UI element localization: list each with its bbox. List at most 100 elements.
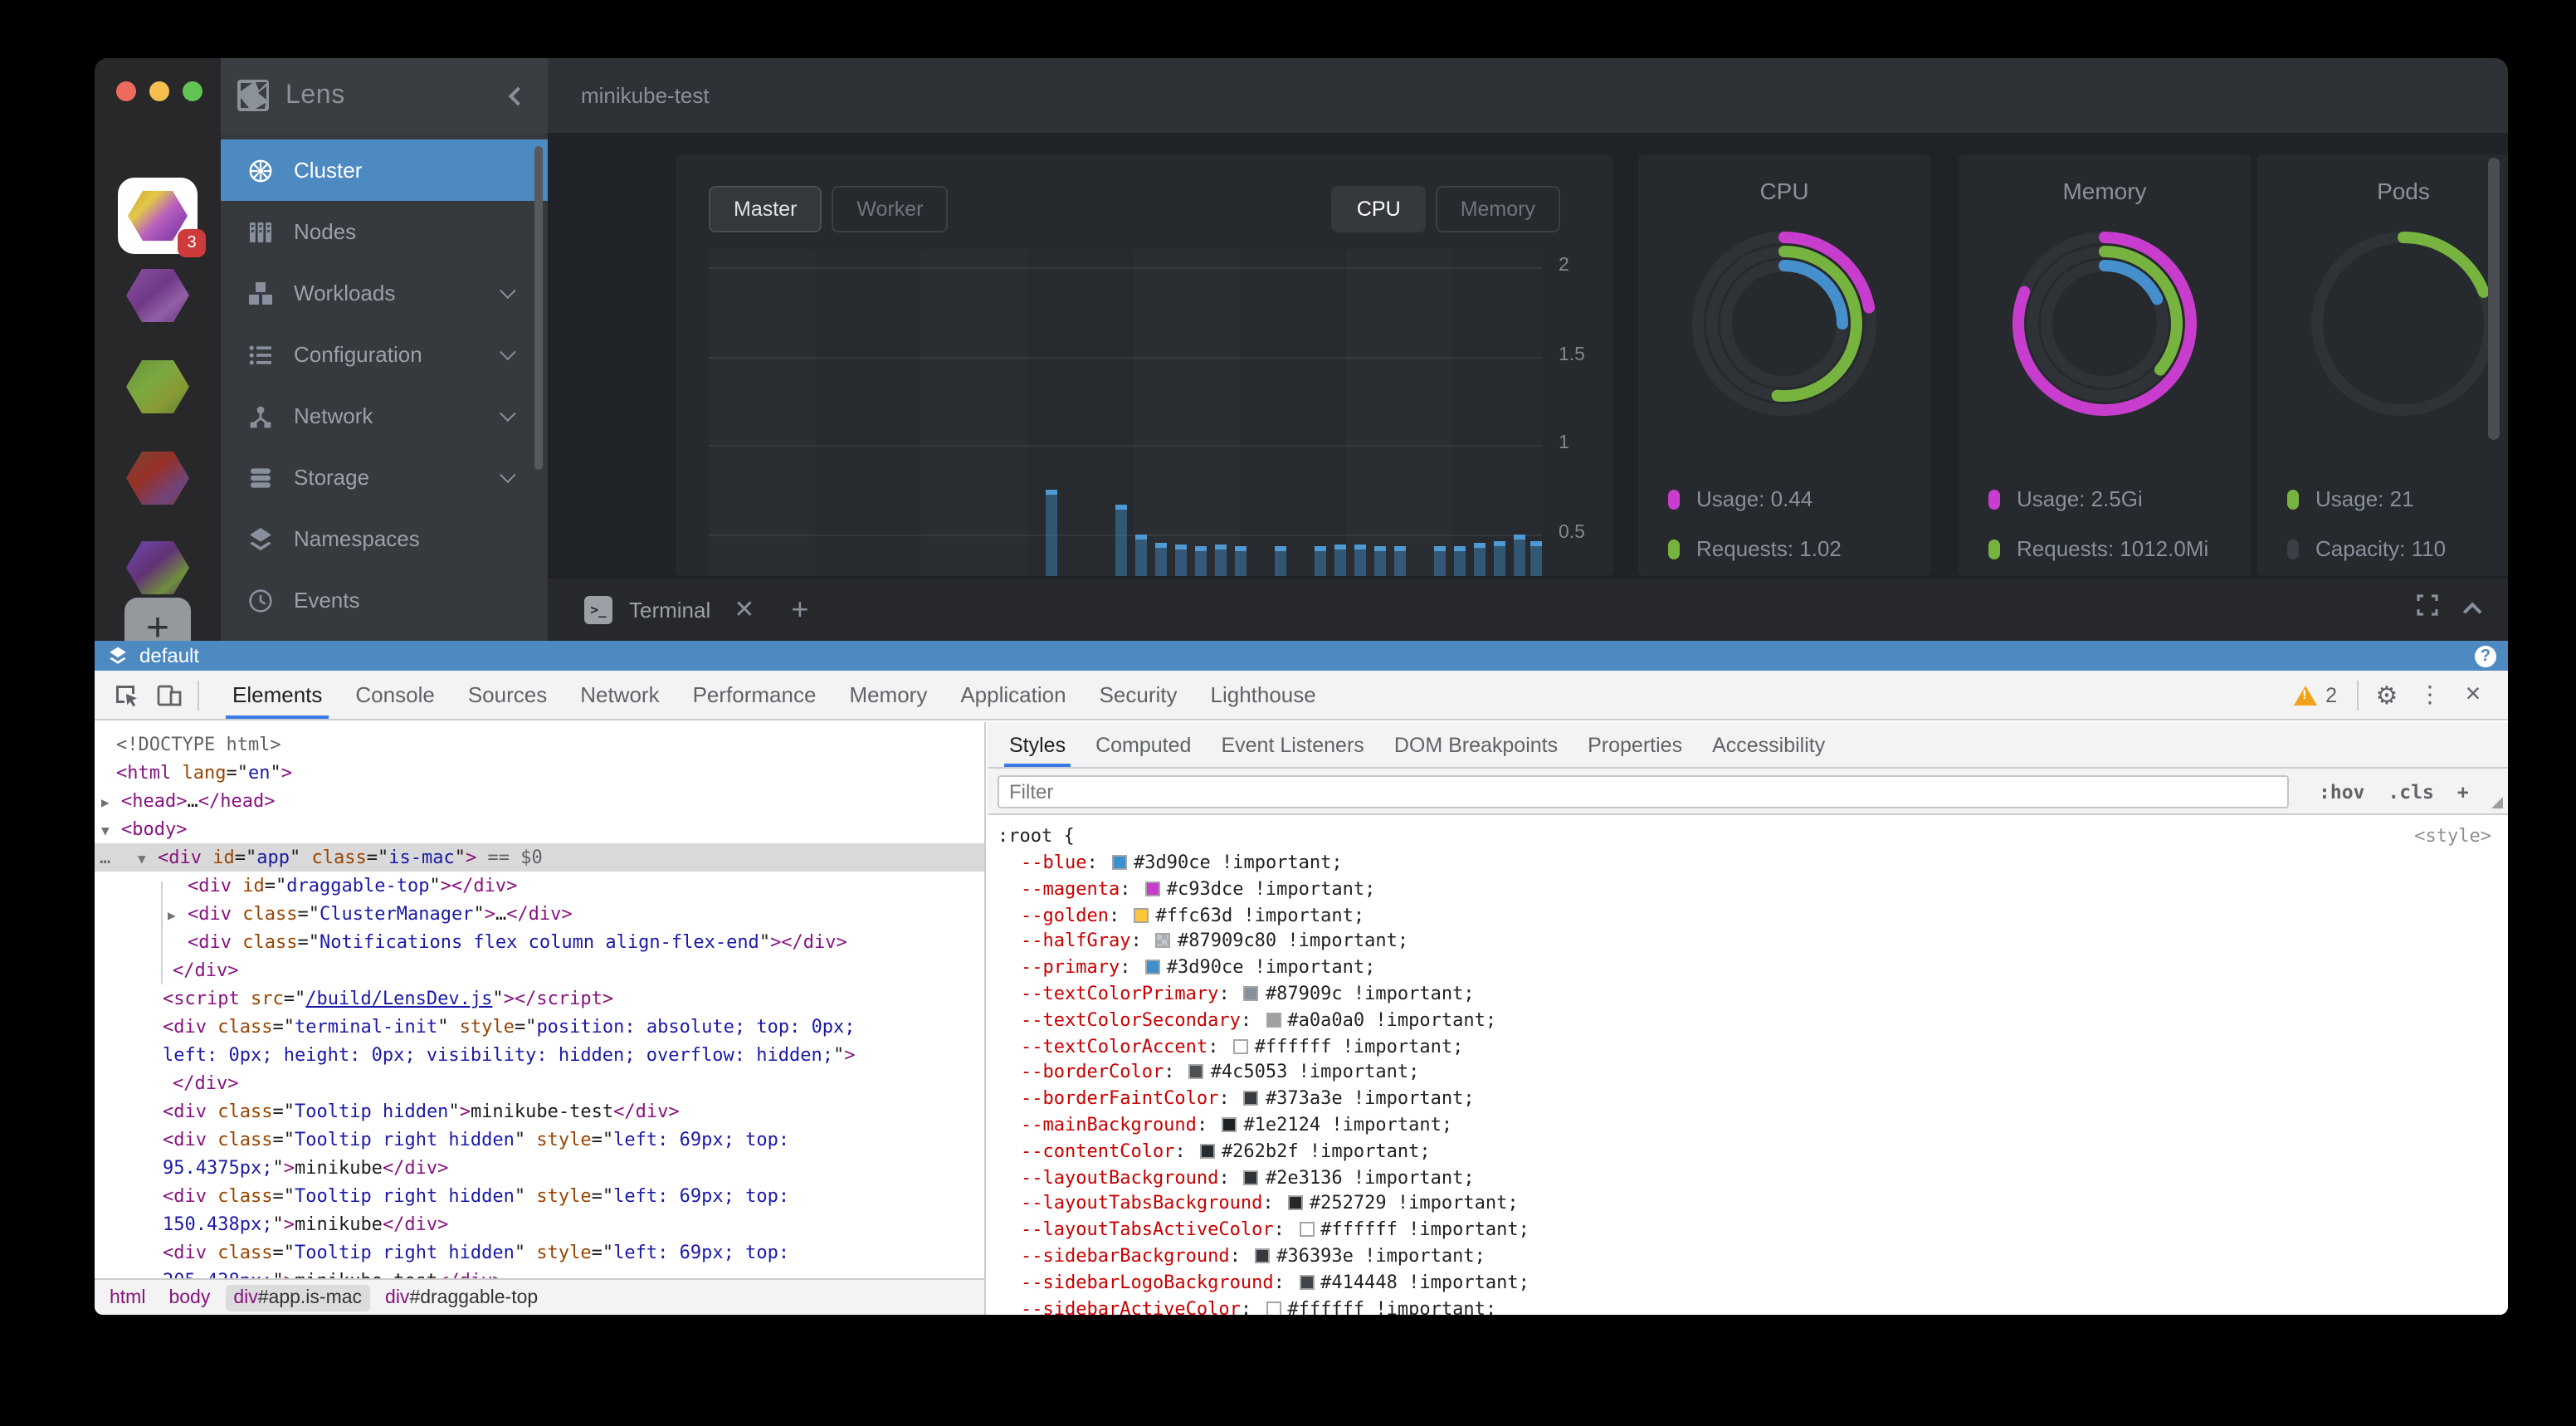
- css-variable-declaration[interactable]: --primary: #3d90ce !important;: [1021, 956, 1376, 979]
- color-swatch[interactable]: [1299, 1222, 1315, 1238]
- color-swatch[interactable]: [1243, 1170, 1259, 1185]
- warning-count[interactable]: 2: [2325, 683, 2337, 706]
- color-swatch[interactable]: [1144, 960, 1160, 975]
- cluster-title-bar[interactable]: minikube-test: [548, 58, 2508, 133]
- terminal-tab[interactable]: Terminal: [629, 597, 711, 622]
- devtools-tab-network[interactable]: Network: [580, 682, 660, 707]
- dom-node[interactable]: <script src="/build/LensDev.js"></script…: [95, 984, 984, 1013]
- devtools-tab-console[interactable]: Console: [355, 682, 435, 707]
- dom-node[interactable]: <div id="draggable-top"></div>: [95, 872, 984, 900]
- cluster-tile[interactable]: [126, 359, 189, 415]
- new-terminal-button[interactable]: +: [791, 592, 809, 625]
- dom-node[interactable]: 95.4375px;">minikube</div>: [95, 1154, 984, 1182]
- css-variable-declaration[interactable]: --halfGray: #87909c80 !important;: [1021, 930, 1409, 952]
- styles-tab-accessibility[interactable]: Accessibility: [1712, 733, 1826, 756]
- warning-icon[interactable]: [2294, 685, 2318, 705]
- sidebar-collapse-icon[interactable]: [508, 85, 528, 105]
- expand-arrow-open-icon[interactable]: ▼: [138, 852, 146, 867]
- color-swatch[interactable]: [1243, 1091, 1259, 1106]
- namespace-bar[interactable]: default ?: [95, 641, 2508, 671]
- breadcrumb-item[interactable]: div#draggable-top: [377, 1284, 546, 1311]
- css-variable-declaration[interactable]: --textColorAccent: #ffffff !important;: [1021, 1035, 1464, 1057]
- dom-node[interactable]: </div>: [95, 956, 984, 984]
- minimize-window-button[interactable]: [149, 81, 169, 101]
- css-variable-declaration[interactable]: --contentColor: #262b2f !important;: [1021, 1140, 1431, 1162]
- dom-node[interactable]: <div class="Tooltip right hidden" style=…: [95, 1182, 984, 1210]
- breadcrumb-item[interactable]: html: [101, 1284, 154, 1311]
- dom-node[interactable]: ▶ <div class="ClusterManager">…</div>: [95, 900, 984, 928]
- devtools-tab-elements[interactable]: Elements: [216, 671, 339, 719]
- css-variable-declaration[interactable]: --textColorSecondary: #a0a0a0 !important…: [1021, 1008, 1497, 1031]
- help-icon[interactable]: ?: [2475, 645, 2496, 667]
- style-source-link[interactable]: <style>: [2414, 825, 2491, 847]
- devtools-tab-memory[interactable]: Memory: [849, 682, 928, 707]
- color-swatch[interactable]: [1299, 1274, 1315, 1290]
- css-variable-declaration[interactable]: --sidebarActiveColor: #ffffff !important…: [988, 1296, 2508, 1315]
- cluster-tile[interactable]: [126, 450, 189, 506]
- pseudo-toggle-hov[interactable]: :hov: [2319, 779, 2365, 803]
- cpu-donut-chart[interactable]: [1688, 227, 1881, 428]
- node-menu-ellipsis[interactable]: …: [100, 847, 113, 868]
- expand-terminal-icon[interactable]: [2417, 594, 2438, 624]
- inspect-element-icon[interactable]: [105, 673, 148, 716]
- color-swatch[interactable]: [1266, 1012, 1281, 1028]
- close-devtools-icon[interactable]: ×: [2465, 680, 2481, 708]
- cpu-usage-bar-chart[interactable]: [709, 249, 1542, 576]
- tab-worker[interactable]: Worker: [832, 186, 949, 232]
- styles-tab-computed[interactable]: Computed: [1095, 733, 1192, 756]
- dom-node[interactable]: <div class="Notifications flex column al…: [95, 928, 984, 956]
- css-variable-declaration[interactable]: --layoutTabsBackground: #252729 !importa…: [1021, 1192, 1519, 1214]
- content-scrollbar[interactable]: [2488, 158, 2500, 440]
- styles-filter-input[interactable]: [998, 774, 2289, 808]
- expand-arrow-open-icon[interactable]: ▼: [101, 823, 110, 838]
- dom-node-selected[interactable]: … ▼ <div id="app" class="is-mac"> == $0: [95, 843, 984, 872]
- close-terminal-icon[interactable]: ✕: [734, 596, 755, 624]
- css-variable-declaration[interactable]: --mainBackground: #1e2124 !important;: [1021, 1113, 1453, 1135]
- expand-arrow-closed-icon[interactable]: ▶: [168, 908, 176, 923]
- color-swatch[interactable]: [1232, 1038, 1248, 1054]
- pods-donut-chart[interactable]: [2307, 227, 2500, 428]
- color-swatch[interactable]: [1188, 1064, 1204, 1080]
- dom-node[interactable]: <div class="Tooltip hidden">minikube-tes…: [95, 1097, 984, 1126]
- tab-cpu[interactable]: CPU: [1331, 186, 1426, 232]
- dom-node[interactable]: <html lang="en">: [95, 759, 984, 787]
- tab-master[interactable]: Master: [709, 186, 822, 232]
- dom-node[interactable]: </div>: [95, 1069, 984, 1097]
- sidebar-item-nodes[interactable]: Nodes: [221, 201, 548, 262]
- dom-tree[interactable]: <!DOCTYPE html> <html lang="en"> ▶ <head>…<…: [95, 722, 984, 1278]
- color-swatch[interactable]: [1144, 881, 1160, 896]
- css-variable-declaration[interactable]: --sidebarBackground: #36393e !important;: [1021, 1244, 1486, 1267]
- memory-donut-chart[interactable]: [2008, 227, 2201, 428]
- color-swatch[interactable]: [1155, 933, 1171, 949]
- breadcrumb-item[interactable]: div#app.is-mac: [225, 1284, 371, 1311]
- css-variable-declaration[interactable]: --magenta: #c93dce !important;: [1021, 877, 1376, 900]
- css-variable-declaration[interactable]: --textColorPrimary: #87909c !important;: [1021, 982, 1475, 1004]
- resize-corner-icon[interactable]: [2491, 797, 2503, 808]
- css-variable-declaration[interactable]: --borderFaintColor: #373a3e !important;: [1021, 1087, 1475, 1110]
- css-variable-declaration[interactable]: --sidebarLogoBackground: #414448 !import…: [1021, 1271, 1530, 1293]
- zoom-window-button[interactable]: [183, 81, 202, 101]
- dom-node[interactable]: <div class="Tooltip right hidden" style=…: [95, 1238, 984, 1267]
- dom-node[interactable]: 150.438px;">minikube</div>: [95, 1210, 984, 1238]
- pseudo-toggle-[interactable]: +: [2456, 779, 2469, 803]
- tab-memory[interactable]: Memory: [1435, 186, 1560, 232]
- devtools-tab-performance[interactable]: Performance: [692, 682, 817, 707]
- dom-node[interactable]: left: 0px; height: 0px; visibility: hidd…: [95, 1041, 984, 1069]
- color-swatch[interactable]: [1134, 907, 1149, 923]
- dom-node[interactable]: <div class="terminal-init" style="positi…: [95, 1013, 984, 1041]
- close-window-button[interactable]: [116, 81, 136, 101]
- color-swatch[interactable]: [1255, 1248, 1271, 1263]
- color-swatch[interactable]: [1199, 1143, 1215, 1159]
- css-variable-declaration[interactable]: --layoutTabsActiveColor: #ffffff !import…: [1021, 1218, 1530, 1241]
- pseudo-toggle-cls[interactable]: .cls: [2388, 779, 2434, 803]
- css-rules[interactable]: :root { <style> --blue: #3d90ce !importa…: [988, 815, 2508, 1315]
- dom-node[interactable]: <!DOCTYPE html>: [95, 730, 984, 759]
- rule-selector[interactable]: :root {: [998, 825, 1075, 847]
- color-swatch[interactable]: [1112, 855, 1127, 870]
- sidebar-item-cluster[interactable]: Cluster: [221, 139, 548, 201]
- sidebar-item-namespaces[interactable]: Namespaces: [221, 508, 548, 569]
- dom-node[interactable]: <div class="Tooltip right hidden" style=…: [95, 1126, 984, 1154]
- devtools-tab-lighthouse[interactable]: Lighthouse: [1210, 682, 1316, 707]
- toggle-device-toolbar-icon[interactable]: [148, 673, 191, 716]
- sidebar-item-storage[interactable]: Storage: [221, 447, 548, 508]
